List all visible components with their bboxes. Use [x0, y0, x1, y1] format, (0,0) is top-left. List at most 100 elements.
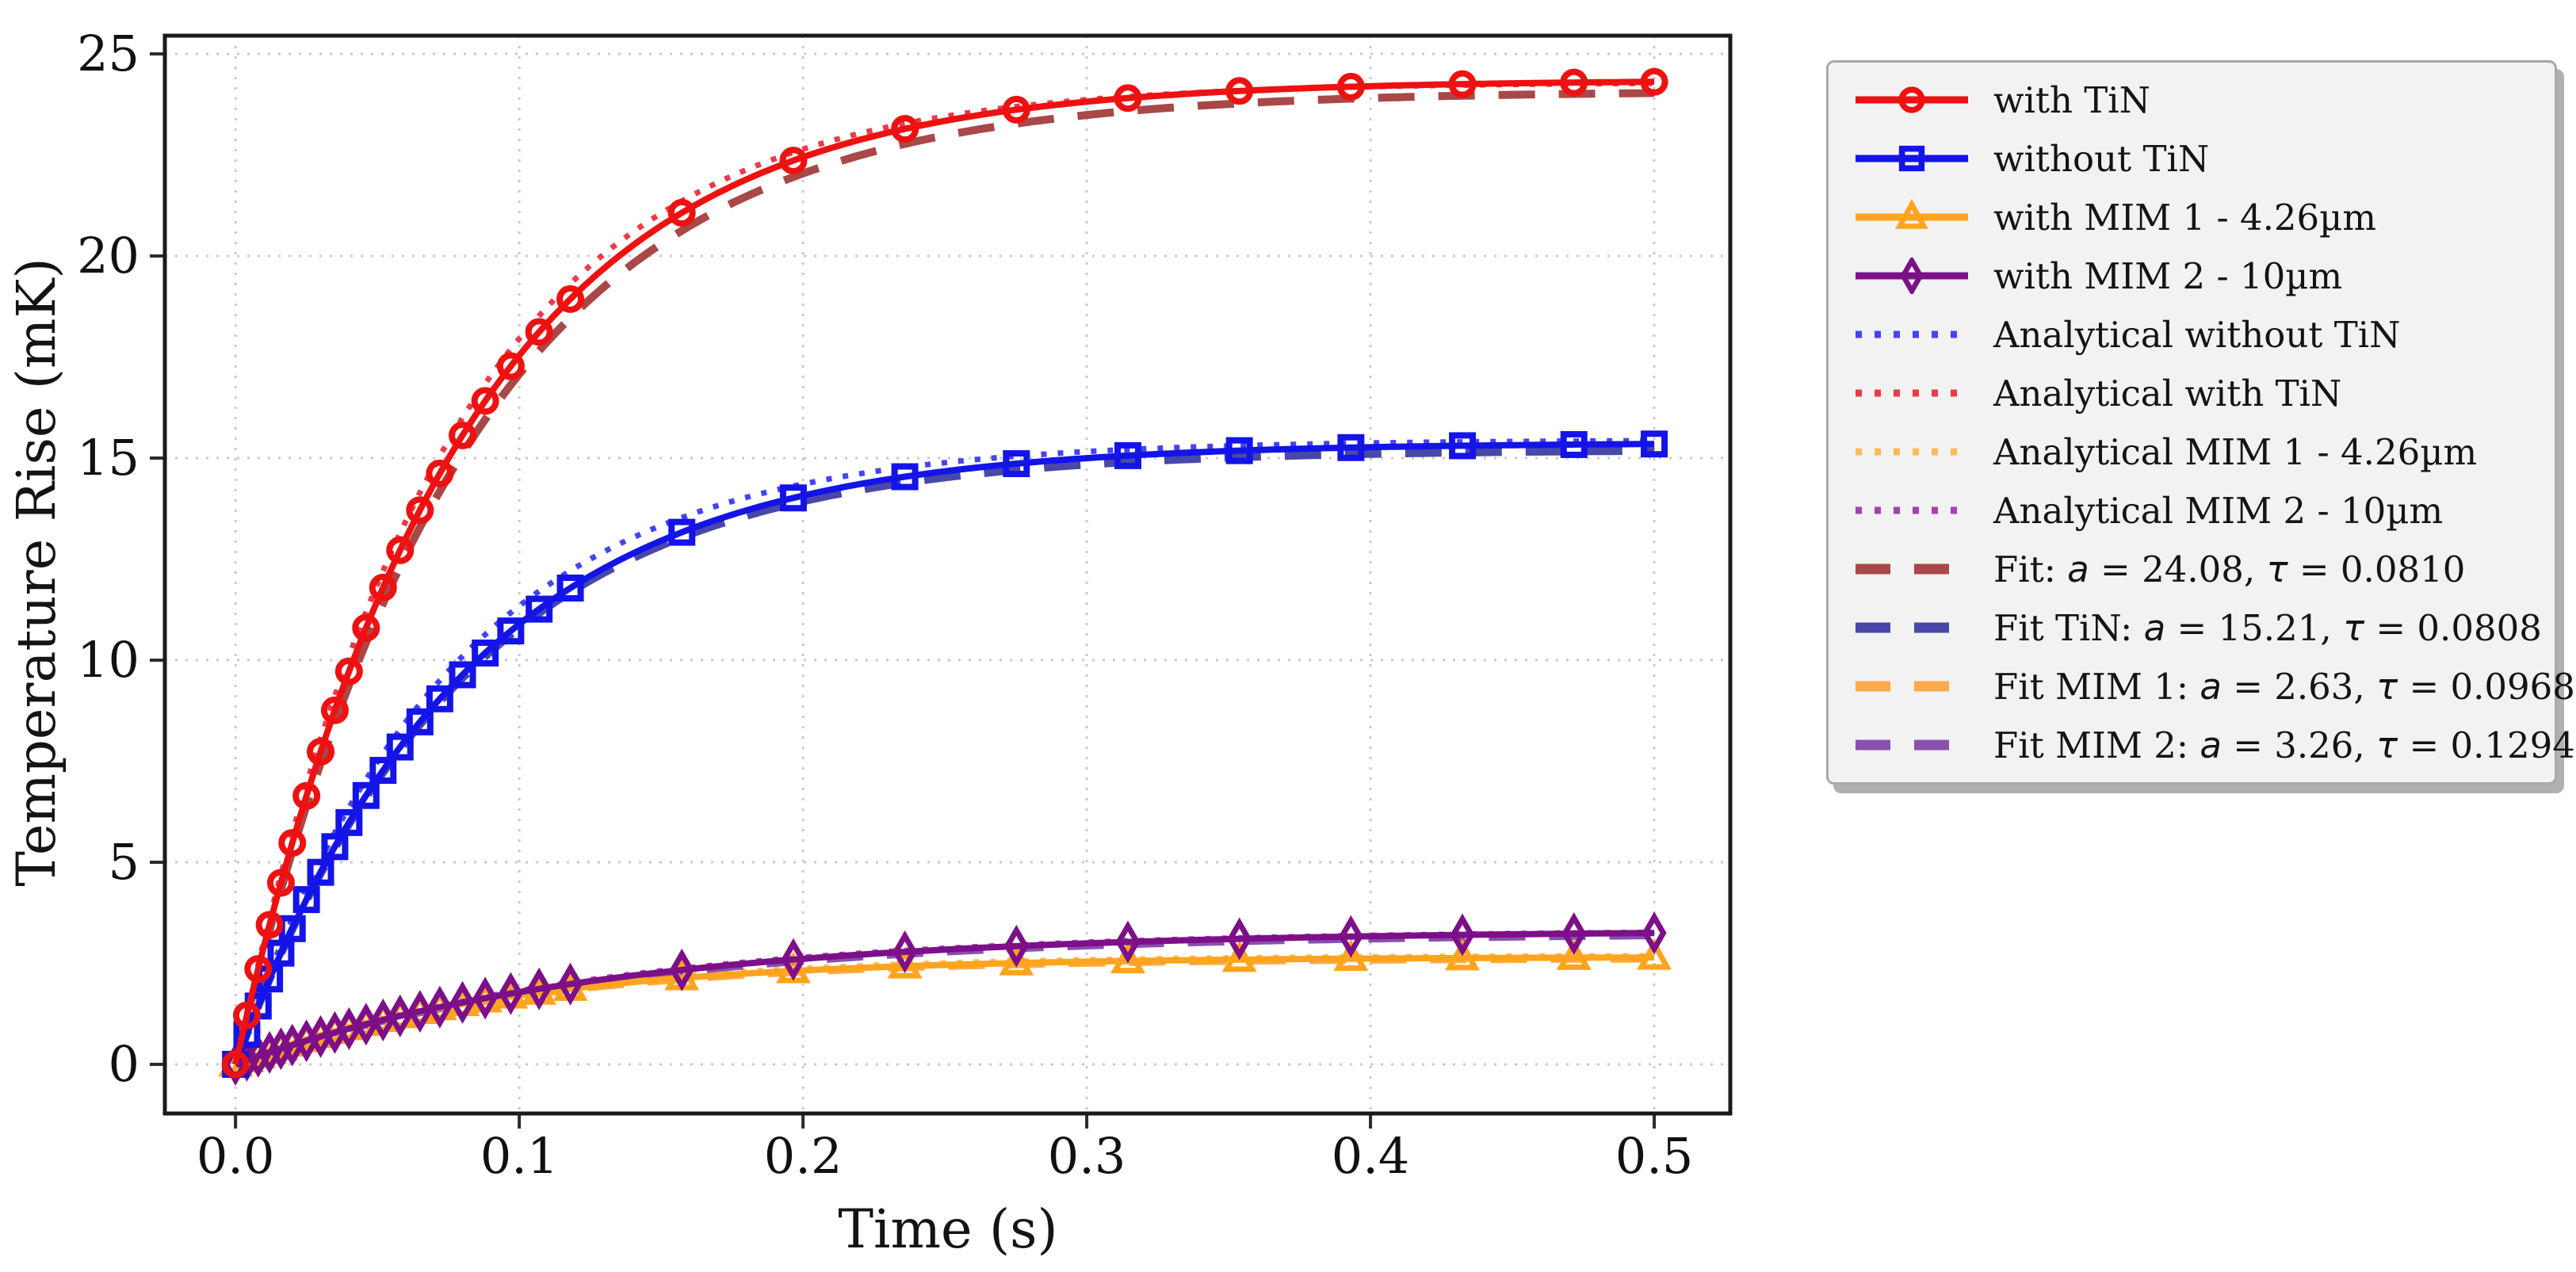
- circle-marker: [278, 829, 307, 858]
- diamond-marker: [892, 930, 918, 974]
- legend-label: with MIM 2 - 10µm: [1993, 254, 2343, 297]
- y-tick-label: 5: [109, 833, 140, 891]
- x-axis-title: Time (s): [838, 1198, 1058, 1260]
- diamond-marker: [1003, 924, 1029, 968]
- legend-item-with-mim-2-10-m: with MIM 2 - 10µm: [1852, 258, 2547, 294]
- triangle-marker: [1895, 199, 1928, 229]
- legend-sample-dotted: [1856, 389, 1968, 397]
- legend-label: Fit MIM 1: a = 2.63, τ = 0.0968: [1993, 665, 2575, 708]
- circle-marker: [1640, 67, 1668, 96]
- legend-sample-dashed: [1856, 739, 1968, 751]
- legend-item-fit-tin-a-15-21-0-0808: Fit TiN: a = 15.21, τ = 0.0808: [1852, 609, 2547, 646]
- legend-item-without-tin: without TiN: [1852, 140, 2547, 177]
- diamond-marker: [498, 972, 523, 1015]
- legend-item-with-tin: with TiN: [1852, 82, 2547, 118]
- axes-frame: [162, 33, 1733, 1116]
- x-tick-label: 0.1: [480, 1127, 559, 1185]
- square-marker: [292, 886, 320, 914]
- diamond-marker: [558, 962, 583, 1006]
- square-marker: [668, 518, 696, 546]
- legend-label: Analytical without TiN: [1993, 313, 2401, 356]
- legend-sample-dashed: [1856, 681, 1968, 692]
- diamond-marker: [427, 985, 453, 1029]
- legend-item-fit-mim-1-a-2-63-0-0968: Fit MIM 1: a = 2.63, τ = 0.0968: [1852, 668, 2575, 705]
- y-axis-title: Temperature Rise (mK): [6, 258, 67, 887]
- diamond-marker: [1227, 917, 1252, 961]
- square-marker: [352, 781, 380, 809]
- circle-marker: [1225, 77, 1254, 105]
- square-marker: [1225, 437, 1253, 464]
- y-tick-label: 20: [77, 227, 140, 285]
- legend-sample-dotted: [1856, 330, 1968, 338]
- circle-marker: [1448, 70, 1477, 98]
- series-line-with-tin: [232, 78, 1655, 1065]
- circle-marker: [369, 573, 397, 602]
- legend-sample-dotted: [1856, 506, 1968, 514]
- circle-marker: [255, 911, 284, 939]
- square-marker: [369, 757, 397, 785]
- circle-marker: [307, 738, 335, 766]
- circle-marker: [891, 115, 919, 143]
- series-line-fit-tin-a-15-21-0-0808: [231, 446, 1655, 1066]
- legend-sample-solid-diamond: [1856, 258, 1968, 294]
- series-markers-with-tin: [221, 67, 1668, 1079]
- circle-marker: [406, 496, 434, 525]
- circle-marker: [667, 199, 696, 227]
- legend-item-analytical-mim-1-4-26-m: Analytical MIM 1 - 4.26µm: [1852, 434, 2547, 470]
- circle-marker: [1560, 68, 1588, 97]
- series-line-with-mim-2-10-m: [234, 930, 1655, 1068]
- legend-sample-dashed: [1856, 622, 1968, 633]
- triangle-marker: [999, 943, 1034, 976]
- square-marker: [1898, 145, 1925, 172]
- square-marker: [526, 595, 553, 623]
- circle-marker: [386, 536, 415, 564]
- series-line-analytical-with-tin: [232, 80, 1655, 1065]
- y-tick-label: 15: [77, 429, 140, 487]
- legend-sample-solid-square: [1856, 145, 1968, 172]
- square-marker: [556, 574, 584, 602]
- square-marker: [497, 617, 525, 645]
- square-marker: [1449, 432, 1477, 460]
- triangle-marker: [1556, 938, 1592, 970]
- square-marker: [1560, 430, 1588, 458]
- legend-item-analytical-mim-2-10-m: Analytical MIM 2 - 10µm: [1852, 492, 2547, 529]
- legend-label: Analytical MIM 1 - 4.26µm: [1993, 430, 2478, 473]
- square-marker: [779, 484, 807, 512]
- triangle-marker: [887, 946, 923, 979]
- circle-marker: [1898, 86, 1925, 113]
- triangle-marker: [1110, 942, 1145, 974]
- diamond-marker: [1900, 258, 1924, 294]
- circle-marker: [1336, 72, 1365, 101]
- legend-label: Fit TiN: a = 15.21, τ = 0.0808: [1993, 606, 2542, 649]
- diamond-marker: [1561, 912, 1587, 956]
- square-marker: [267, 939, 295, 967]
- circle-marker: [352, 613, 380, 642]
- y-tick-label: 25: [77, 25, 140, 82]
- diamond-marker: [388, 994, 413, 1037]
- legend-label: with TiN: [1993, 78, 2151, 121]
- circle-marker: [266, 869, 295, 897]
- circle-marker: [1002, 95, 1030, 124]
- circle-marker: [496, 352, 525, 380]
- square-marker: [307, 858, 334, 886]
- legend-item-analytical-without-tin: Analytical without TiN: [1852, 316, 2547, 353]
- diamond-marker: [407, 990, 433, 1033]
- circle-marker: [320, 696, 349, 724]
- legend-sample-solid-triangle: [1856, 199, 1968, 229]
- y-tick-label: 10: [77, 631, 140, 689]
- diamond-marker: [472, 976, 498, 1020]
- square-marker: [406, 708, 434, 735]
- legend-label: Fit MIM 2: a = 3.26, τ = 0.1294: [1993, 724, 2575, 766]
- triangle-marker: [1445, 938, 1480, 971]
- series-markers-with-mim-2-10-m: [223, 911, 1667, 1087]
- circle-marker: [779, 147, 808, 175]
- square-marker: [472, 639, 499, 667]
- series-line-fit-a-24-08-0-0810: [231, 89, 1655, 1066]
- x-tick-label: 0.0: [197, 1127, 275, 1185]
- circle-marker: [556, 285, 585, 313]
- square-marker: [1003, 450, 1030, 478]
- square-marker: [426, 685, 453, 712]
- square-marker: [335, 808, 363, 836]
- series-line-without-tin: [232, 441, 1655, 1066]
